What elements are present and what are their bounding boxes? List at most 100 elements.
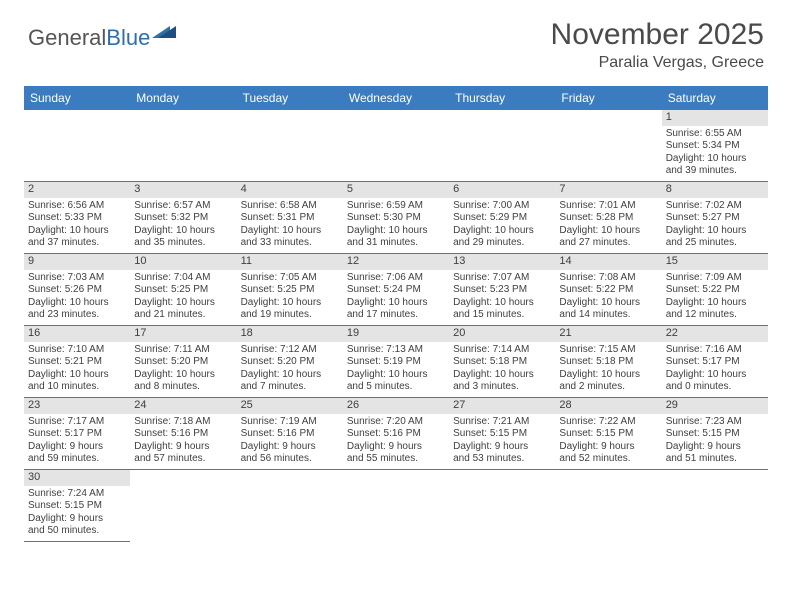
day-cell: 30 Sunrise: 7:24 AMSunset: 5:15 PMDayligh… [24, 470, 130, 542]
calendar: SundayMondayTuesdayWednesdayThursdayFrid… [24, 86, 768, 542]
day-number: 21 [555, 326, 661, 342]
day-info: Sunrise: 7:13 AMSunset: 5:19 PMDaylight:… [347, 344, 445, 394]
day-info: Sunrise: 7:01 AMSunset: 5:28 PMDaylight:… [559, 200, 657, 250]
day-info: Sunrise: 7:11 AMSunset: 5:20 PMDaylight:… [134, 344, 232, 394]
day-number: 14 [555, 254, 661, 270]
day-cell: 6Sunrise: 7:00 AMSunset: 5:29 PMDaylight… [449, 182, 555, 254]
day-number: 20 [449, 326, 555, 342]
logo-flag-icon [152, 24, 176, 42]
empty-cell [343, 470, 449, 542]
day-number: 25 [237, 398, 343, 414]
day-cell: 22 Sunrise: 7:16 AMSunset: 5:17 PMDayligh… [662, 326, 768, 398]
day-info: Sunrise: 7:05 AMSunset: 5:25 PMDaylight:… [241, 272, 339, 322]
day-info: Sunrise: 7:18 AMSunset: 5:16 PMDaylight:… [134, 416, 232, 466]
logo: GeneralBlue [28, 24, 176, 52]
location-subtitle: Paralia Vergas, Greece [551, 54, 764, 72]
day-header: Saturday [662, 86, 768, 110]
day-cell: 26 Sunrise: 7:20 AMSunset: 5:16 PMDayligh… [343, 398, 449, 470]
day-number: 26 [343, 398, 449, 414]
day-cell: 20 Sunrise: 7:14 AMSunset: 5:18 PMDayligh… [449, 326, 555, 398]
logo-text-1: General [28, 25, 106, 51]
day-cell: 3 Sunrise: 6:57 AMSunset: 5:32 PMDaylight… [130, 182, 236, 254]
day-info: Sunrise: 7:08 AMSunset: 5:22 PMDaylight:… [559, 272, 657, 322]
empty-cell [449, 110, 555, 182]
day-cell: 2 Sunrise: 6:56 AMSunset: 5:33 PMDaylight… [24, 182, 130, 254]
day-number: 16 [24, 326, 130, 342]
day-number: 8 [662, 182, 768, 198]
day-cell: 5Sunrise: 6:59 AMSunset: 5:30 PMDaylight… [343, 182, 449, 254]
empty-cell [555, 110, 661, 182]
week-row: 1 Sunrise: 6:55 AMSunset: 5:34 PMDaylight… [24, 110, 768, 182]
week-row: 30 Sunrise: 7:24 AMSunset: 5:15 PMDayligh… [24, 470, 768, 542]
day-header: Thursday [449, 86, 555, 110]
day-info: Sunrise: 6:57 AMSunset: 5:32 PMDaylight:… [134, 200, 232, 250]
day-number: 7 [555, 182, 661, 198]
empty-cell [24, 110, 130, 182]
day-cell: 1 Sunrise: 6:55 AMSunset: 5:34 PMDaylight… [662, 110, 768, 182]
empty-cell [343, 110, 449, 182]
day-info: Sunrise: 7:04 AMSunset: 5:25 PMDaylight:… [134, 272, 232, 322]
day-number: 19 [343, 326, 449, 342]
day-number: 23 [24, 398, 130, 414]
day-header: Friday [555, 86, 661, 110]
day-number: 27 [449, 398, 555, 414]
day-header: Wednesday [343, 86, 449, 110]
day-cell: 7 Sunrise: 7:01 AMSunset: 5:28 PMDaylight… [555, 182, 661, 254]
empty-cell [130, 470, 236, 542]
day-info: Sunrise: 7:21 AMSunset: 5:15 PMDaylight:… [453, 416, 551, 466]
week-row: 23Sunrise: 7:17 AMSunset: 5:17 PMDayligh… [24, 398, 768, 470]
day-header: Sunday [24, 86, 130, 110]
month-title: November 2025 [551, 18, 764, 52]
day-info: Sunrise: 7:20 AMSunset: 5:16 PMDaylight:… [347, 416, 445, 466]
day-number: 15 [662, 254, 768, 270]
day-info: Sunrise: 7:09 AMSunset: 5:22 PMDaylight:… [666, 272, 764, 322]
day-info: Sunrise: 7:24 AMSunset: 5:15 PMDaylight:… [28, 488, 126, 538]
day-number: 12 [343, 254, 449, 270]
day-number: 1 [662, 110, 768, 126]
day-number: 17 [130, 326, 236, 342]
day-cell: 15 Sunrise: 7:09 AMSunset: 5:22 PMDayligh… [662, 254, 768, 326]
day-cell: 24 Sunrise: 7:18 AMSunset: 5:16 PMDayligh… [130, 398, 236, 470]
day-cell: 14 Sunrise: 7:08 AMSunset: 5:22 PMDayligh… [555, 254, 661, 326]
day-info: Sunrise: 7:16 AMSunset: 5:17 PMDaylight:… [666, 344, 764, 394]
day-number: 29 [662, 398, 768, 414]
day-info: Sunrise: 7:14 AMSunset: 5:18 PMDaylight:… [453, 344, 551, 394]
empty-cell [555, 470, 661, 542]
week-row: 9Sunrise: 7:03 AMSunset: 5:26 PMDaylight… [24, 254, 768, 326]
empty-cell [449, 470, 555, 542]
day-cell: 29Sunrise: 7:23 AMSunset: 5:15 PMDayligh… [662, 398, 768, 470]
empty-cell [237, 110, 343, 182]
day-cell: 23Sunrise: 7:17 AMSunset: 5:17 PMDayligh… [24, 398, 130, 470]
day-number: 18 [237, 326, 343, 342]
day-number: 5 [343, 182, 449, 198]
day-info: Sunrise: 6:58 AMSunset: 5:31 PMDaylight:… [241, 200, 339, 250]
day-cell: 25 Sunrise: 7:19 AMSunset: 5:16 PMDayligh… [237, 398, 343, 470]
day-number: 9 [24, 254, 130, 270]
day-cell: 28Sunrise: 7:22 AMSunset: 5:15 PMDayligh… [555, 398, 661, 470]
day-cell: 18 Sunrise: 7:12 AMSunset: 5:20 PMDayligh… [237, 326, 343, 398]
week-row: 2 Sunrise: 6:56 AMSunset: 5:33 PMDaylight… [24, 182, 768, 254]
logo-text-2: Blue [106, 25, 150, 51]
day-cell: 17 Sunrise: 7:11 AMSunset: 5:20 PMDayligh… [130, 326, 236, 398]
day-number: 2 [24, 182, 130, 198]
day-number: 3 [130, 182, 236, 198]
day-cell: 9Sunrise: 7:03 AMSunset: 5:26 PMDaylight… [24, 254, 130, 326]
day-number: 30 [24, 470, 130, 486]
day-cell: 13Sunrise: 7:07 AMSunset: 5:23 PMDayligh… [449, 254, 555, 326]
day-cell: 27 Sunrise: 7:21 AMSunset: 5:15 PMDayligh… [449, 398, 555, 470]
day-info: Sunrise: 7:06 AMSunset: 5:24 PMDaylight:… [347, 272, 445, 322]
day-cell: 19 Sunrise: 7:13 AMSunset: 5:19 PMDayligh… [343, 326, 449, 398]
day-number: 24 [130, 398, 236, 414]
day-info: Sunrise: 7:22 AMSunset: 5:15 PMDaylight:… [559, 416, 657, 466]
day-cell: 12 Sunrise: 7:06 AMSunset: 5:24 PMDayligh… [343, 254, 449, 326]
day-number: 4 [237, 182, 343, 198]
day-info: Sunrise: 7:12 AMSunset: 5:20 PMDaylight:… [241, 344, 339, 394]
day-info: Sunrise: 6:55 AMSunset: 5:34 PMDaylight:… [666, 128, 764, 178]
day-number: 10 [130, 254, 236, 270]
day-info: Sunrise: 7:10 AMSunset: 5:21 PMDaylight:… [28, 344, 126, 394]
day-info: Sunrise: 7:19 AMSunset: 5:16 PMDaylight:… [241, 416, 339, 466]
day-number: 13 [449, 254, 555, 270]
day-number: 22 [662, 326, 768, 342]
empty-cell [130, 110, 236, 182]
day-info: Sunrise: 6:56 AMSunset: 5:33 PMDaylight:… [28, 200, 126, 250]
